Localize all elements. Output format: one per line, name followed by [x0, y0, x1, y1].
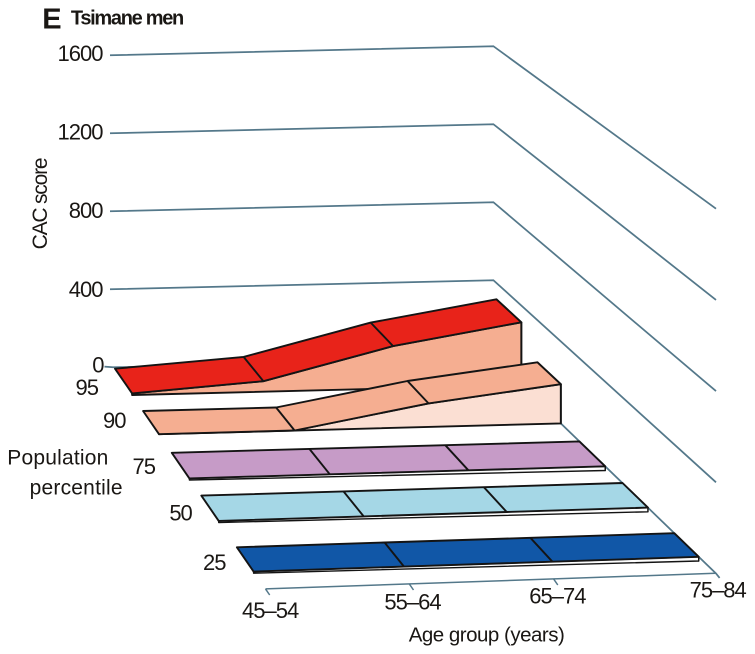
svg-text:25: 25	[203, 550, 226, 575]
svg-text:1200: 1200	[58, 120, 104, 145]
svg-text:0: 0	[92, 353, 104, 378]
svg-text:Population: Population	[7, 446, 108, 469]
svg-text:45–54: 45–54	[242, 598, 299, 623]
svg-text:800: 800	[69, 198, 103, 223]
svg-text:55–64: 55–64	[384, 589, 441, 614]
svg-text:75: 75	[133, 454, 156, 479]
svg-text:Age group (years): Age group (years)	[409, 623, 565, 646]
svg-text:95: 95	[76, 375, 99, 400]
svg-text:CAC score: CAC score	[29, 158, 52, 249]
svg-text:400: 400	[69, 277, 103, 302]
svg-text:Tsimane men: Tsimane men	[71, 8, 183, 30]
svg-text:E: E	[42, 3, 61, 35]
svg-text:1600: 1600	[58, 41, 104, 66]
svg-text:percentile: percentile	[30, 477, 123, 500]
svg-text:75–84: 75–84	[690, 577, 747, 602]
svg-text:65–74: 65–74	[529, 584, 586, 609]
svg-text:50: 50	[169, 501, 192, 526]
svg-text:90: 90	[103, 408, 126, 433]
